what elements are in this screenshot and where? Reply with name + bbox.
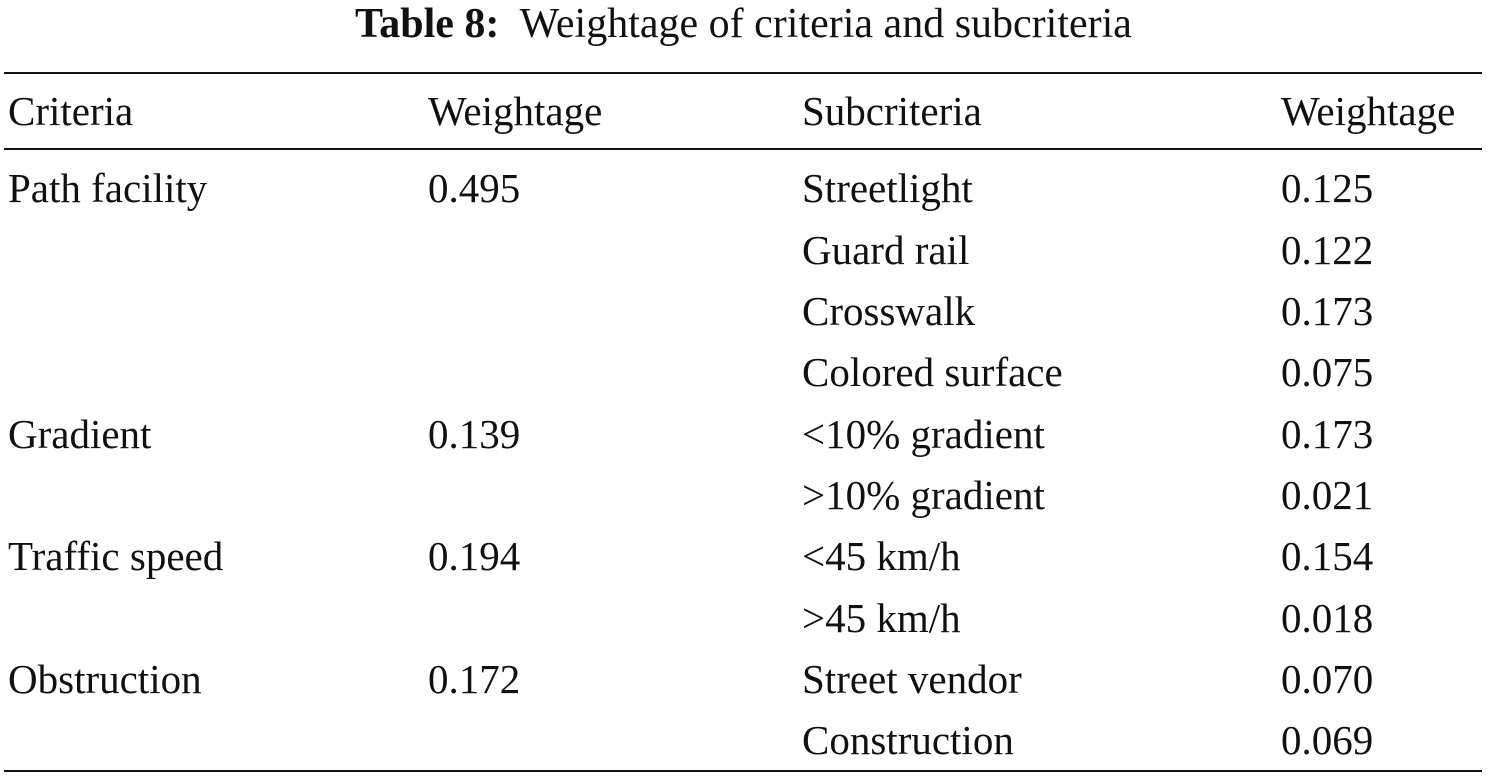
criteria-weightage-cell: 0.194 bbox=[428, 533, 521, 579]
table-row: Obstruction 0.172 Street vendor 0.070 bbox=[0, 654, 1487, 704]
table-top-rule bbox=[4, 72, 1482, 74]
table-row: >45 km/h 0.018 bbox=[0, 593, 1487, 643]
subcriteria-weightage-cell: 0.075 bbox=[1281, 349, 1374, 395]
subcriteria-cell: >45 km/h bbox=[802, 595, 961, 641]
column-header-sub-weightage: Weightage bbox=[1281, 88, 1456, 134]
subcriteria-weightage-cell: 0.173 bbox=[1281, 411, 1374, 457]
criteria-cell: Gradient bbox=[8, 411, 152, 457]
subcriteria-weightage-cell: 0.069 bbox=[1281, 717, 1374, 763]
subcriteria-cell: <10% gradient bbox=[802, 411, 1045, 457]
subcriteria-cell: Guard rail bbox=[802, 227, 970, 273]
subcriteria-cell: <45 km/h bbox=[802, 533, 961, 579]
subcriteria-cell: Crosswalk bbox=[802, 288, 976, 334]
criteria-cell: Path facility bbox=[8, 165, 208, 211]
table-row: Construction 0.069 bbox=[0, 715, 1487, 765]
table-caption-label: Table 8: bbox=[355, 1, 500, 47]
subcriteria-weightage-cell: 0.018 bbox=[1281, 595, 1374, 641]
criteria-cell: Obstruction bbox=[8, 656, 202, 702]
subcriteria-weightage-cell: 0.122 bbox=[1281, 227, 1374, 273]
subcriteria-cell: Streetlight bbox=[802, 165, 973, 211]
subcriteria-cell: Construction bbox=[802, 717, 1014, 763]
subcriteria-weightage-cell: 0.021 bbox=[1281, 472, 1374, 518]
table-caption-title: Weightage of criteria and subcriteria bbox=[519, 1, 1132, 47]
subcriteria-weightage-cell: 0.125 bbox=[1281, 165, 1374, 211]
table-row: Traffic speed 0.194 <45 km/h 0.154 bbox=[0, 531, 1487, 581]
criteria-weightage-cell: 0.139 bbox=[428, 411, 521, 457]
table-row: Guard rail 0.122 bbox=[0, 225, 1487, 275]
subcriteria-cell: Street vendor bbox=[802, 656, 1022, 702]
column-header-criteria: Criteria bbox=[8, 88, 134, 134]
criteria-weightage-cell: 0.172 bbox=[428, 656, 521, 702]
table-header-row: Criteria Weightage Subcriteria Weightage bbox=[0, 86, 1487, 136]
table-row: Path facility 0.495 Streetlight 0.125 bbox=[0, 163, 1487, 213]
subcriteria-weightage-cell: 0.173 bbox=[1281, 288, 1374, 334]
subcriteria-cell: Colored surface bbox=[802, 349, 1063, 395]
subcriteria-cell: >10% gradient bbox=[802, 472, 1045, 518]
column-header-subcriteria: Subcriteria bbox=[802, 88, 982, 134]
table-bottom-rule bbox=[4, 770, 1482, 772]
subcriteria-weightage-cell: 0.154 bbox=[1281, 533, 1374, 579]
table-row: Colored surface 0.075 bbox=[0, 347, 1487, 397]
criteria-cell: Traffic speed bbox=[8, 533, 224, 579]
table-header-rule bbox=[4, 148, 1482, 150]
column-header-weightage: Weightage bbox=[428, 88, 603, 134]
table-caption: Table 8: Weightage of criteria and subcr… bbox=[0, 0, 1487, 56]
table-row: Crosswalk 0.173 bbox=[0, 286, 1487, 336]
table-row: Gradient 0.139 <10% gradient 0.173 bbox=[0, 409, 1487, 459]
criteria-weightage-cell: 0.495 bbox=[428, 165, 521, 211]
table-row: >10% gradient 0.021 bbox=[0, 470, 1487, 520]
subcriteria-weightage-cell: 0.070 bbox=[1281, 656, 1374, 702]
